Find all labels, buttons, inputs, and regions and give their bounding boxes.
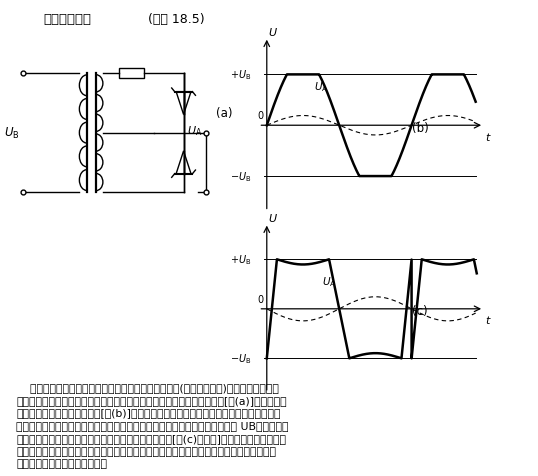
Text: 给电子管灯丝加热的稳压电路。: 给电子管灯丝加热的稳压电路。	[16, 458, 107, 468]
Text: 部分，适当选择补偿绕组匝数，可使电压有效值近似为常数。此电路适用于精密测量装置中: 部分，适当选择补偿绕组匝数，可使电压有效值近似为常数。此电路适用于精密测量装置中	[16, 446, 276, 456]
Text: $U_{\rm A}$: $U_{\rm A}$	[314, 80, 329, 94]
Text: (c): (c)	[412, 305, 427, 318]
Text: 生的补偿电压可以忽略。随着输入电压的增加，输出电压渐成矩形，其峰值为 UB（稳压管正: 生的补偿电压可以忽略。随着输入电压的增加，输出电压渐成矩形，其峰值为 UB（稳压…	[16, 420, 288, 430]
Text: U: U	[268, 28, 277, 38]
Text: $-U_{\rm B}$: $-U_{\rm B}$	[230, 352, 251, 366]
Text: 将两个具有同样稳压值的稳压管反向串联后经由电阻(或电容、电感)接至交流电源，这: 将两个具有同样稳压值的稳压管反向串联后经由电阻(或电容、电感)接至交流电源，这	[16, 382, 279, 392]
Text: 交流稳压电路: 交流稳压电路	[43, 13, 91, 26]
Polygon shape	[176, 151, 191, 174]
Text: $+U_{\rm B}$: $+U_{\rm B}$	[230, 253, 251, 267]
Text: t: t	[485, 316, 490, 326]
Text: t: t	[485, 133, 490, 143]
Polygon shape	[176, 92, 191, 115]
Text: U: U	[268, 213, 277, 223]
Text: 向和反向压降之和），并且由于有补偿绕组产生的电压[图(c)中虚线]，使输出电压出现凹陷: 向和反向压降之和），并且由于有补偿绕组产生的电压[图(c)中虚线]，使输出电压出…	[16, 433, 286, 443]
Text: (如图 18.5): (如图 18.5)	[148, 13, 204, 26]
Text: $+U_{\rm B}$: $+U_{\rm B}$	[230, 69, 251, 82]
Text: 里交流电源为变压器次级绕组，利用其抽头作输出端，从而构成桥式电路[图(a)]。在小输入: 里交流电源为变压器次级绕组，利用其抽头作输出端，从而构成桥式电路[图(a)]。在…	[16, 395, 287, 405]
Text: 信号时，输出电压为一梯形波[图(b)]，即顶部被限幅的正弦波，变压器次级绕组下部分产: 信号时，输出电压为一梯形波[图(b)]，即顶部被限幅的正弦波，变压器次级绕组下部…	[16, 407, 280, 417]
Text: (a): (a)	[216, 107, 232, 119]
Text: $U_{\rm A}$: $U_{\rm A}$	[322, 274, 337, 288]
Text: $U_{\rm B}$: $U_{\rm B}$	[4, 126, 19, 141]
Text: (b): (b)	[412, 122, 428, 135]
Text: $-U_{\rm B}$: $-U_{\rm B}$	[230, 170, 251, 184]
Bar	[119, 69, 144, 79]
Text: 0: 0	[257, 294, 264, 304]
Text: 0: 0	[257, 111, 264, 121]
Text: $U_{\rm A}$: $U_{\rm A}$	[187, 124, 203, 138]
